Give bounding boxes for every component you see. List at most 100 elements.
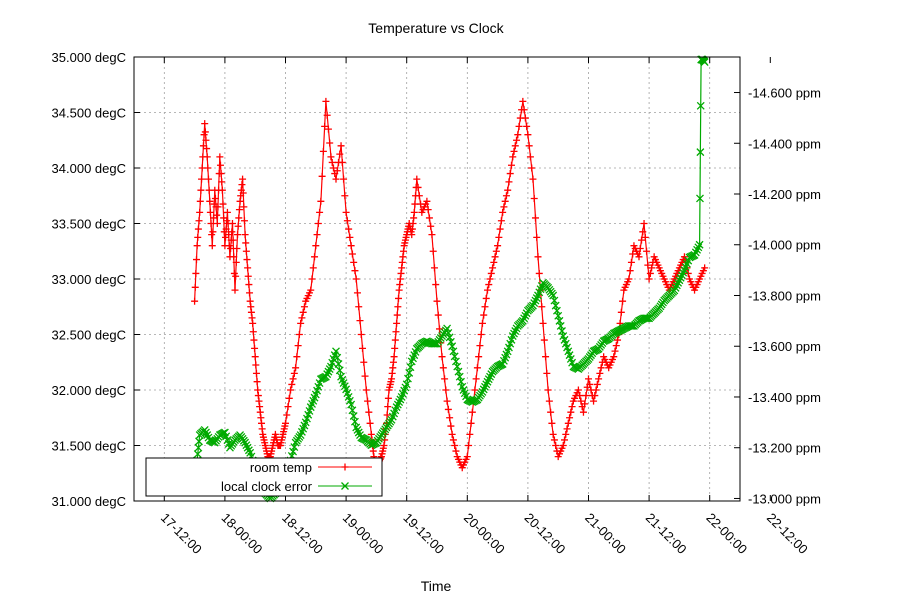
data-point xyxy=(355,303,363,311)
data-point xyxy=(288,380,296,388)
data-point xyxy=(581,400,589,408)
data-point xyxy=(360,358,368,366)
y-left-tick-label: 34.000 degC xyxy=(52,161,126,176)
data-point xyxy=(696,194,704,203)
data-point xyxy=(696,148,705,157)
y-right-tick-label: -13.400 ppm xyxy=(748,390,821,405)
data-point xyxy=(484,286,491,294)
data-point xyxy=(391,336,399,344)
data-point xyxy=(192,269,200,277)
data-point xyxy=(597,364,605,372)
data-point xyxy=(203,153,211,161)
legend: room temp local clock error xyxy=(145,457,383,497)
data-point xyxy=(468,408,476,416)
data-point xyxy=(293,353,301,361)
data-point xyxy=(240,203,248,211)
data-point xyxy=(482,294,490,302)
y-right-tick-label: -13.000 ppm xyxy=(748,491,821,506)
data-point xyxy=(324,125,332,133)
data-point xyxy=(384,403,392,411)
data-point xyxy=(465,442,473,449)
data-point xyxy=(217,170,225,178)
data-point xyxy=(480,311,488,319)
data-point xyxy=(525,142,533,150)
data-point xyxy=(534,253,542,261)
y-right-tick-label: -14.600 ppm xyxy=(748,86,821,101)
data-point xyxy=(544,386,552,394)
data-point xyxy=(540,336,548,344)
y-left-tick-label: 33.500 degC xyxy=(52,217,126,232)
data-point xyxy=(338,158,346,166)
data-point xyxy=(393,319,401,327)
y-left-tick-label: 32.000 degC xyxy=(52,383,126,398)
data-point xyxy=(391,344,399,352)
data-point xyxy=(467,419,475,427)
data-point xyxy=(191,297,199,305)
data-point xyxy=(441,375,449,383)
data-point xyxy=(574,386,582,394)
data-point xyxy=(365,408,373,416)
data-point xyxy=(362,386,370,394)
data-point xyxy=(449,436,457,444)
data-point xyxy=(329,164,337,172)
data-point xyxy=(216,153,224,161)
data-point xyxy=(311,253,319,261)
data-point xyxy=(340,175,348,183)
data-point xyxy=(425,214,433,222)
data-point xyxy=(392,328,400,336)
data-point xyxy=(625,275,633,283)
data-point xyxy=(523,122,531,130)
data-point xyxy=(413,175,421,183)
data-point xyxy=(495,233,503,241)
data-point xyxy=(312,242,320,250)
data-point xyxy=(530,195,538,203)
data-point xyxy=(285,394,293,402)
data-point xyxy=(466,430,474,438)
data-point xyxy=(222,225,230,233)
data-point xyxy=(196,197,204,205)
data-point xyxy=(696,101,705,110)
data-point xyxy=(244,264,252,272)
data-point xyxy=(343,217,351,225)
data-point xyxy=(322,97,330,105)
y-right-tick-label: -14.000 ppm xyxy=(748,238,821,253)
data-point xyxy=(328,158,336,166)
data-point xyxy=(443,397,451,405)
data-point xyxy=(471,386,479,394)
data-point xyxy=(477,331,485,338)
legend-marker-local-clock-error xyxy=(341,482,349,490)
data-point xyxy=(251,353,259,361)
data-point xyxy=(230,253,238,261)
data-point xyxy=(549,430,557,438)
data-point xyxy=(552,442,560,449)
data-point xyxy=(500,203,508,211)
data-point xyxy=(194,233,202,241)
data-point xyxy=(243,256,251,264)
data-point xyxy=(433,297,441,305)
y-left-tick-label: 32.500 degC xyxy=(52,328,126,343)
data-point xyxy=(289,447,298,456)
data-point xyxy=(290,369,298,377)
data-point xyxy=(680,253,688,261)
data-point xyxy=(510,147,518,155)
data-point xyxy=(393,311,401,319)
data-point xyxy=(491,253,499,261)
data-point xyxy=(611,347,619,355)
data-point xyxy=(476,342,484,350)
data-point xyxy=(695,240,704,249)
data-point xyxy=(228,220,236,227)
data-point xyxy=(430,264,438,272)
data-point xyxy=(434,311,442,319)
data-point xyxy=(504,186,512,194)
data-point xyxy=(294,342,302,350)
data-point xyxy=(627,258,635,266)
data-point xyxy=(559,442,567,449)
data-point xyxy=(348,250,356,258)
data-point xyxy=(383,411,391,419)
data-point xyxy=(218,178,226,186)
data-point xyxy=(347,242,355,250)
data-point xyxy=(442,386,450,394)
data-point xyxy=(487,269,495,277)
